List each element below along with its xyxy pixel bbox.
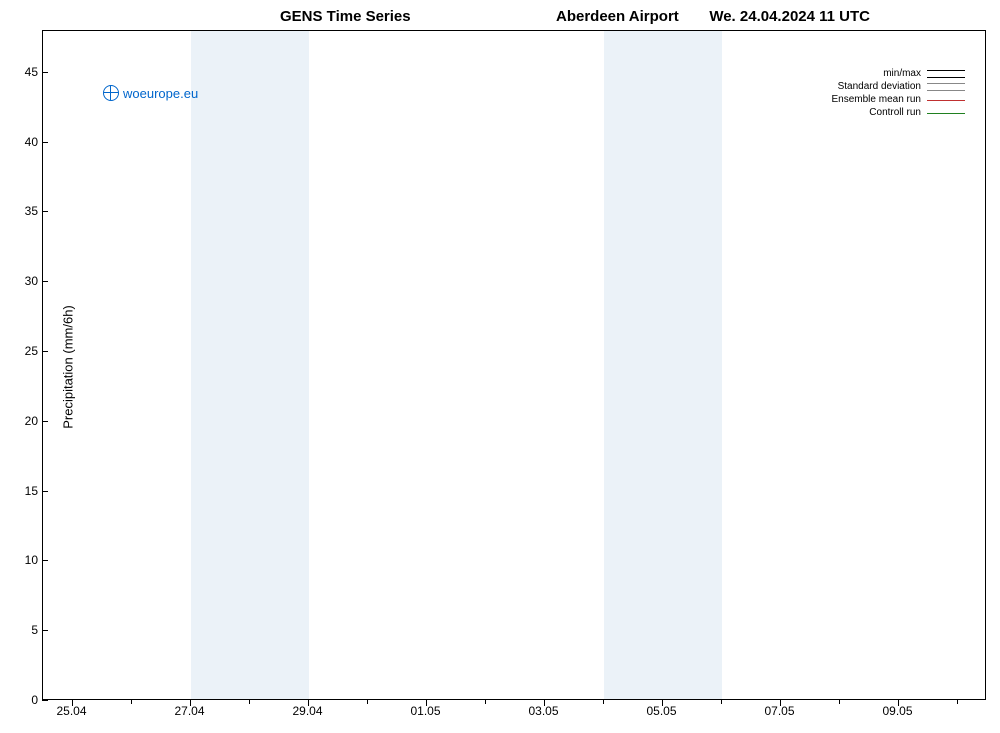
- xtick-label: 09.05: [882, 704, 912, 718]
- ytick-label: 0: [8, 693, 38, 707]
- ytick-mark: [42, 351, 48, 352]
- legend-swatch-icon: [927, 70, 965, 78]
- legend: min/max Standard deviation Ensemble mean…: [832, 67, 966, 119]
- xtick-label: 29.04: [292, 704, 322, 718]
- legend-item-minmax: min/max: [832, 67, 966, 80]
- xtick-label: 03.05: [528, 704, 558, 718]
- ytick-label: 10: [8, 553, 38, 567]
- xtick-minor: [131, 700, 132, 704]
- ytick-label: 40: [8, 135, 38, 149]
- legend-item-ctrl: Controll run: [832, 106, 966, 119]
- xtick-minor: [957, 700, 958, 704]
- globe-icon: [103, 85, 119, 101]
- ytick-mark: [42, 72, 48, 73]
- xtick-label: 27.04: [174, 704, 204, 718]
- shaded-region: [191, 31, 309, 699]
- xtick-minor: [367, 700, 368, 704]
- ytick-label: 45: [8, 65, 38, 79]
- xtick-minor: [721, 700, 722, 704]
- title-datetime: We. 24.04.2024 11 UTC: [709, 8, 870, 25]
- ytick-mark: [42, 630, 48, 631]
- xtick-label: 05.05: [646, 704, 676, 718]
- xtick-minor: [485, 700, 486, 704]
- xtick-label: 07.05: [764, 704, 794, 718]
- ytick-mark: [42, 281, 48, 282]
- title-source: GENS Time Series: [280, 8, 411, 25]
- shaded-region: [604, 31, 722, 699]
- xtick-minor: [603, 700, 604, 704]
- title-location: Aberdeen Airport: [556, 8, 679, 25]
- legend-swatch-icon: [927, 83, 965, 91]
- legend-label: Controll run: [869, 107, 921, 118]
- ytick-mark: [42, 211, 48, 212]
- xtick-label: 25.04: [56, 704, 86, 718]
- ytick-mark: [42, 421, 48, 422]
- ytick-mark: [42, 560, 48, 561]
- legend-item-mean: Ensemble mean run: [832, 93, 966, 106]
- plot-area: woeurope.eu min/max Standard deviation E…: [42, 30, 986, 700]
- chart-container: GENS Time Series Aberdeen Airport We. 24…: [0, 0, 1000, 733]
- ytick-label: 35: [8, 204, 38, 218]
- ytick-label: 15: [8, 484, 38, 498]
- legend-swatch-icon: [927, 109, 965, 117]
- ytick-label: 5: [8, 623, 38, 637]
- ytick-mark: [42, 142, 48, 143]
- watermark: woeurope.eu: [103, 85, 198, 101]
- legend-swatch-icon: [927, 96, 965, 104]
- xtick-minor: [839, 700, 840, 704]
- xtick-label: 01.05: [410, 704, 440, 718]
- ytick-mark: [42, 700, 48, 701]
- ytick-label: 25: [8, 344, 38, 358]
- legend-label: Ensemble mean run: [832, 94, 922, 105]
- legend-label: min/max: [883, 68, 921, 79]
- ytick-label: 30: [8, 274, 38, 288]
- legend-label: Standard deviation: [838, 81, 921, 92]
- xtick-minor: [249, 700, 250, 704]
- ytick-mark: [42, 491, 48, 492]
- legend-item-std: Standard deviation: [832, 80, 966, 93]
- ytick-label: 20: [8, 414, 38, 428]
- watermark-text: woeurope.eu: [123, 86, 198, 101]
